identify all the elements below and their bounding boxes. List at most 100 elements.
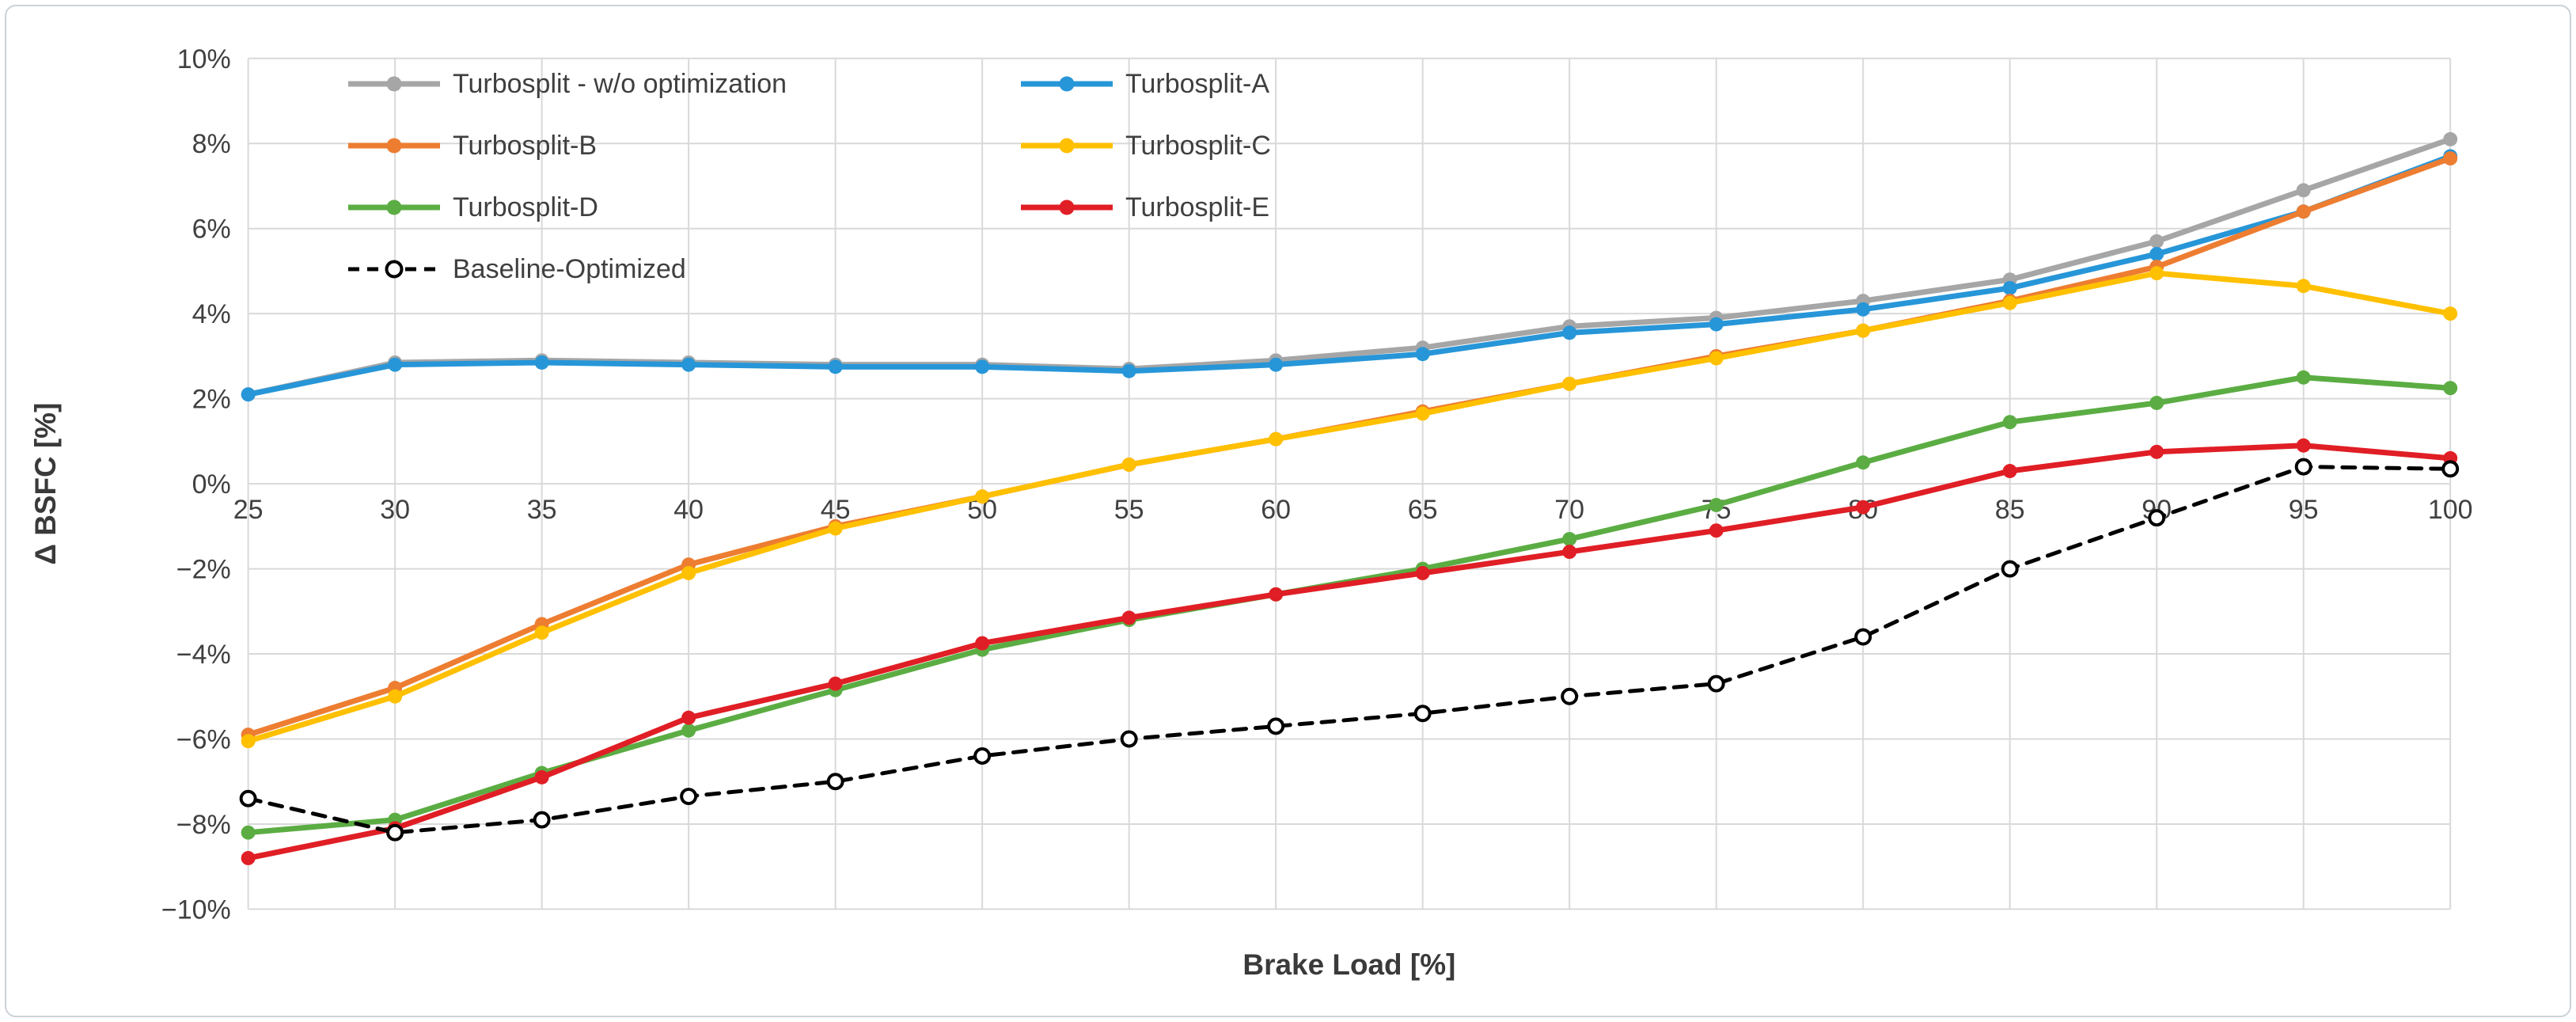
data-point (1709, 498, 1724, 512)
x-tick-label: 40 (673, 495, 704, 525)
data-point (2149, 246, 2164, 261)
x-tick-label: 85 (1995, 495, 2025, 525)
data-point (2149, 396, 2164, 410)
y-tick-label: −6% (176, 724, 231, 754)
data-point (241, 825, 256, 840)
data-point (388, 689, 403, 704)
data-point (1856, 455, 1871, 470)
data-point (1267, 717, 1285, 735)
x-tick-label: 70 (1554, 495, 1584, 525)
data-point (534, 625, 549, 640)
legend-label: Turbosplit - w/o optimization (453, 68, 787, 99)
x-tick-label: 60 (1261, 495, 1291, 525)
x-tick-label: 55 (1114, 495, 1144, 525)
data-point (2002, 295, 2017, 310)
legend-item: Turbosplit-D (347, 187, 1019, 228)
x-tick-label: 100 (2428, 495, 2473, 525)
chart-legend: Turbosplit - w/o optimization Turbosplit-… (347, 63, 1271, 290)
y-tick-label: 4% (192, 299, 231, 329)
data-point (1709, 523, 1724, 538)
data-point (2296, 279, 2311, 294)
data-point (2441, 460, 2460, 478)
x-tick-label: 95 (2289, 495, 2319, 525)
data-point (1121, 610, 1136, 625)
data-point (1269, 587, 1284, 602)
legend-marker (348, 76, 440, 92)
data-point (241, 734, 256, 749)
data-point (1269, 357, 1284, 372)
data-point (1562, 325, 1577, 340)
data-point (2443, 381, 2458, 396)
series-line (245, 153, 2453, 397)
data-point (681, 710, 696, 725)
data-point (1269, 431, 1284, 446)
bsfc-line-chart: 10%8%6%4%2%0%−2%−4%−6%−8%−10%25 30 35 40 45 5… (29, 44, 2473, 981)
legend-label: Baseline-Optimized (453, 253, 686, 284)
legend-item: Turbosplit - w/o optimization (347, 63, 1019, 104)
data-point (2148, 509, 2166, 527)
legend-label: Turbosplit-A (1125, 68, 1270, 99)
data-point (2001, 560, 2019, 578)
legend-marker (1021, 76, 1113, 92)
data-point (2443, 306, 2458, 321)
data-point (1562, 545, 1577, 560)
data-point (1562, 531, 1577, 546)
legend-marker (1021, 138, 1113, 154)
series-line (245, 443, 2453, 861)
data-point (2002, 464, 2017, 478)
data-point (1856, 500, 1871, 515)
y-tick-label: 10% (177, 44, 231, 74)
data-point (2443, 131, 2458, 146)
legend-item: Turbosplit-B (347, 125, 1019, 166)
data-point (241, 850, 256, 865)
data-point (2149, 444, 2164, 459)
legend-label: Turbosplit-D (453, 192, 598, 222)
data-point (1415, 347, 1430, 362)
y-axis-title: Δ BSFC [%] (29, 403, 62, 565)
legend-item: Turbosplit-C (1019, 125, 1271, 166)
legend-item: Baseline-Optimized (347, 249, 1019, 290)
data-point (828, 521, 843, 536)
data-point (2149, 234, 2164, 249)
data-point (975, 636, 990, 651)
data-point (534, 769, 549, 785)
legend-label: Turbosplit-B (453, 130, 598, 161)
data-point (1415, 406, 1430, 421)
data-point (239, 789, 257, 807)
series-line (245, 270, 2453, 744)
data-point (2149, 266, 2164, 281)
legend-label: Turbosplit-C (1125, 130, 1271, 161)
data-point (241, 387, 256, 402)
data-point (1561, 687, 1579, 705)
series-line (246, 465, 2453, 835)
data-point (1562, 376, 1577, 391)
data-point (533, 811, 551, 829)
data-point (1121, 363, 1136, 378)
y-tick-label: −4% (176, 640, 231, 670)
y-tick-label: 0% (192, 469, 231, 500)
x-tick-label: 35 (527, 495, 557, 525)
data-point (1709, 351, 1724, 366)
data-point (975, 489, 990, 504)
data-point (2443, 151, 2458, 166)
data-point (826, 773, 844, 791)
y-tick-label: 2% (192, 385, 231, 415)
data-point (973, 747, 992, 765)
data-point (1707, 674, 1725, 693)
x-axis-title: Brake Load [%] (1242, 948, 1455, 981)
y-tick-label: −10% (161, 895, 231, 925)
x-tick-label: 65 (1408, 495, 1438, 525)
legend-marker (1021, 199, 1113, 215)
data-point (2296, 438, 2311, 453)
data-point (2002, 280, 2017, 295)
data-point (2296, 370, 2311, 385)
legend-item: Turbosplit-A (1019, 63, 1271, 104)
legend-marker (348, 260, 440, 279)
data-point (2296, 204, 2311, 219)
data-point (386, 823, 404, 842)
data-point (388, 357, 403, 372)
data-point (681, 723, 696, 738)
data-point (2294, 458, 2312, 476)
legend-marker (348, 199, 440, 215)
